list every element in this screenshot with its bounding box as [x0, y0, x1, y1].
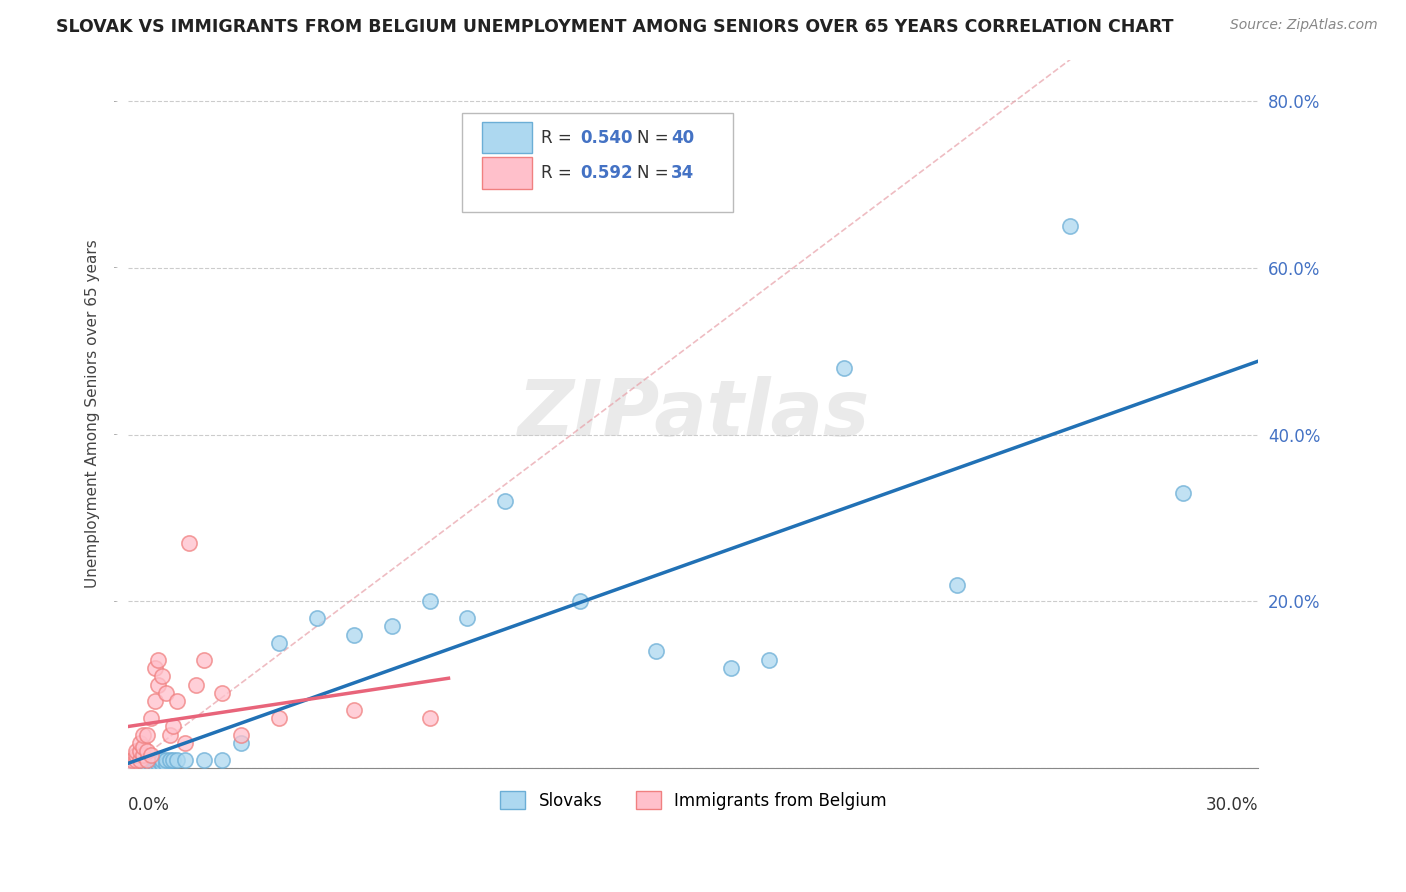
FancyBboxPatch shape — [482, 122, 531, 153]
Point — [155, 753, 177, 767]
Point — [132, 756, 155, 771]
Point — [166, 694, 188, 708]
Point — [305, 611, 328, 625]
Point — [644, 644, 666, 658]
Point — [148, 678, 170, 692]
Point — [148, 652, 170, 666]
Point — [132, 753, 155, 767]
Point — [231, 728, 253, 742]
Y-axis label: Unemployment Among Seniors over 65 years: Unemployment Among Seniors over 65 years — [86, 239, 100, 588]
Point — [148, 756, 170, 771]
Point — [136, 744, 159, 758]
Point — [132, 748, 155, 763]
Point — [267, 711, 290, 725]
Point — [343, 627, 366, 641]
Point — [132, 728, 155, 742]
FancyBboxPatch shape — [482, 157, 531, 188]
Point — [136, 753, 159, 767]
Point — [456, 611, 478, 625]
Point — [139, 711, 162, 725]
Point — [139, 748, 162, 763]
Text: R =: R = — [541, 128, 576, 146]
Point — [143, 661, 166, 675]
Point — [121, 756, 143, 771]
Text: SLOVAK VS IMMIGRANTS FROM BELGIUM UNEMPLOYMENT AMONG SENIORS OVER 65 YEARS CORRE: SLOVAK VS IMMIGRANTS FROM BELGIUM UNEMPL… — [56, 18, 1174, 36]
Point — [143, 756, 166, 771]
Point — [162, 753, 184, 767]
Point — [128, 756, 150, 771]
Legend: Slovaks, Immigrants from Belgium: Slovaks, Immigrants from Belgium — [494, 785, 893, 816]
Text: N =: N = — [637, 164, 673, 182]
Text: N =: N = — [637, 128, 673, 146]
Point — [159, 728, 181, 742]
Text: 0.540: 0.540 — [581, 128, 633, 146]
Point — [758, 652, 780, 666]
Text: 0.0%: 0.0% — [128, 797, 170, 814]
Point — [419, 594, 441, 608]
Text: 30.0%: 30.0% — [1206, 797, 1258, 814]
Point — [155, 686, 177, 700]
Point — [193, 652, 215, 666]
Text: Source: ZipAtlas.com: Source: ZipAtlas.com — [1230, 18, 1378, 32]
FancyBboxPatch shape — [461, 112, 733, 212]
Point — [211, 686, 233, 700]
Point — [231, 736, 253, 750]
Point — [128, 753, 150, 767]
Point — [1171, 486, 1194, 500]
Point — [132, 740, 155, 755]
Point — [128, 753, 150, 767]
Text: ZIPatlas: ZIPatlas — [517, 376, 869, 451]
Point — [173, 736, 195, 750]
Point — [177, 536, 200, 550]
Point — [720, 661, 742, 675]
Point — [125, 748, 148, 763]
Point — [125, 753, 148, 767]
Text: R =: R = — [541, 164, 576, 182]
Point — [166, 753, 188, 767]
Text: 40: 40 — [671, 128, 695, 146]
Point — [143, 694, 166, 708]
Point — [150, 669, 173, 683]
Point — [136, 753, 159, 767]
Point — [139, 756, 162, 771]
Point — [343, 703, 366, 717]
Point — [143, 753, 166, 767]
Point — [136, 728, 159, 742]
Point — [173, 753, 195, 767]
Point — [569, 594, 592, 608]
Point — [150, 756, 173, 771]
Point — [148, 753, 170, 767]
Point — [159, 753, 181, 767]
Text: 34: 34 — [671, 164, 695, 182]
Point — [128, 736, 150, 750]
Point — [211, 753, 233, 767]
Point — [136, 756, 159, 771]
Point — [139, 753, 162, 767]
Point — [381, 619, 404, 633]
Point — [184, 678, 207, 692]
Point — [832, 360, 855, 375]
Point — [946, 577, 969, 591]
Point — [150, 753, 173, 767]
Point — [419, 711, 441, 725]
Point — [121, 756, 143, 771]
Point — [494, 494, 516, 508]
Point — [125, 744, 148, 758]
Point — [125, 756, 148, 771]
Point — [267, 636, 290, 650]
Point — [193, 753, 215, 767]
Point — [155, 756, 177, 771]
Point — [121, 753, 143, 767]
Point — [1059, 219, 1081, 234]
Point — [162, 719, 184, 733]
Text: 0.592: 0.592 — [581, 164, 633, 182]
Point — [128, 744, 150, 758]
